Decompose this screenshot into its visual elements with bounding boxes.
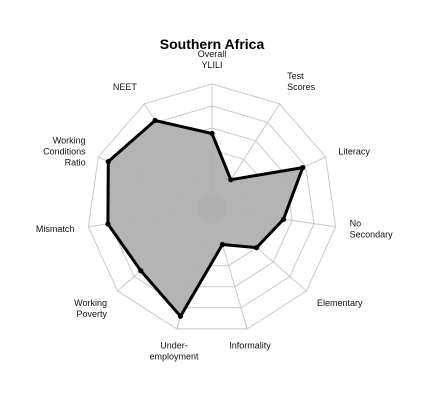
data-point bbox=[254, 245, 260, 251]
axis-label: Informality bbox=[229, 340, 271, 350]
data-point bbox=[138, 268, 144, 274]
axis-label: Literacy bbox=[338, 146, 370, 156]
axis-label: Overall YLILI bbox=[198, 49, 227, 70]
data-point bbox=[228, 177, 234, 183]
data-point bbox=[105, 159, 111, 165]
data-point bbox=[300, 165, 306, 171]
data-point bbox=[209, 130, 215, 137]
axis-label: Elementary bbox=[317, 298, 363, 308]
axis-label: NEET bbox=[113, 82, 138, 92]
chart-title: Southern Africa bbox=[160, 36, 265, 52]
grid-ring bbox=[87, 83, 337, 330]
data-point bbox=[152, 117, 158, 124]
data-point bbox=[280, 216, 287, 222]
axis-label: Mismatch bbox=[36, 224, 75, 234]
radar-series bbox=[105, 117, 306, 319]
data-point bbox=[105, 221, 111, 227]
radar-hub bbox=[197, 194, 227, 224]
axis-label: No Secondary bbox=[350, 218, 394, 239]
data-point bbox=[177, 313, 184, 319]
axis-label: Test Scores bbox=[287, 71, 316, 92]
axis-labels: Overall YLILI Test Scores Literacy No Secondar… bbox=[36, 49, 393, 361]
axis-label: Working Conditions Ratio bbox=[43, 135, 86, 167]
data-point bbox=[219, 241, 225, 248]
axis-label: Under-employment bbox=[149, 340, 199, 361]
axis-label: Working Poverty bbox=[74, 298, 107, 319]
